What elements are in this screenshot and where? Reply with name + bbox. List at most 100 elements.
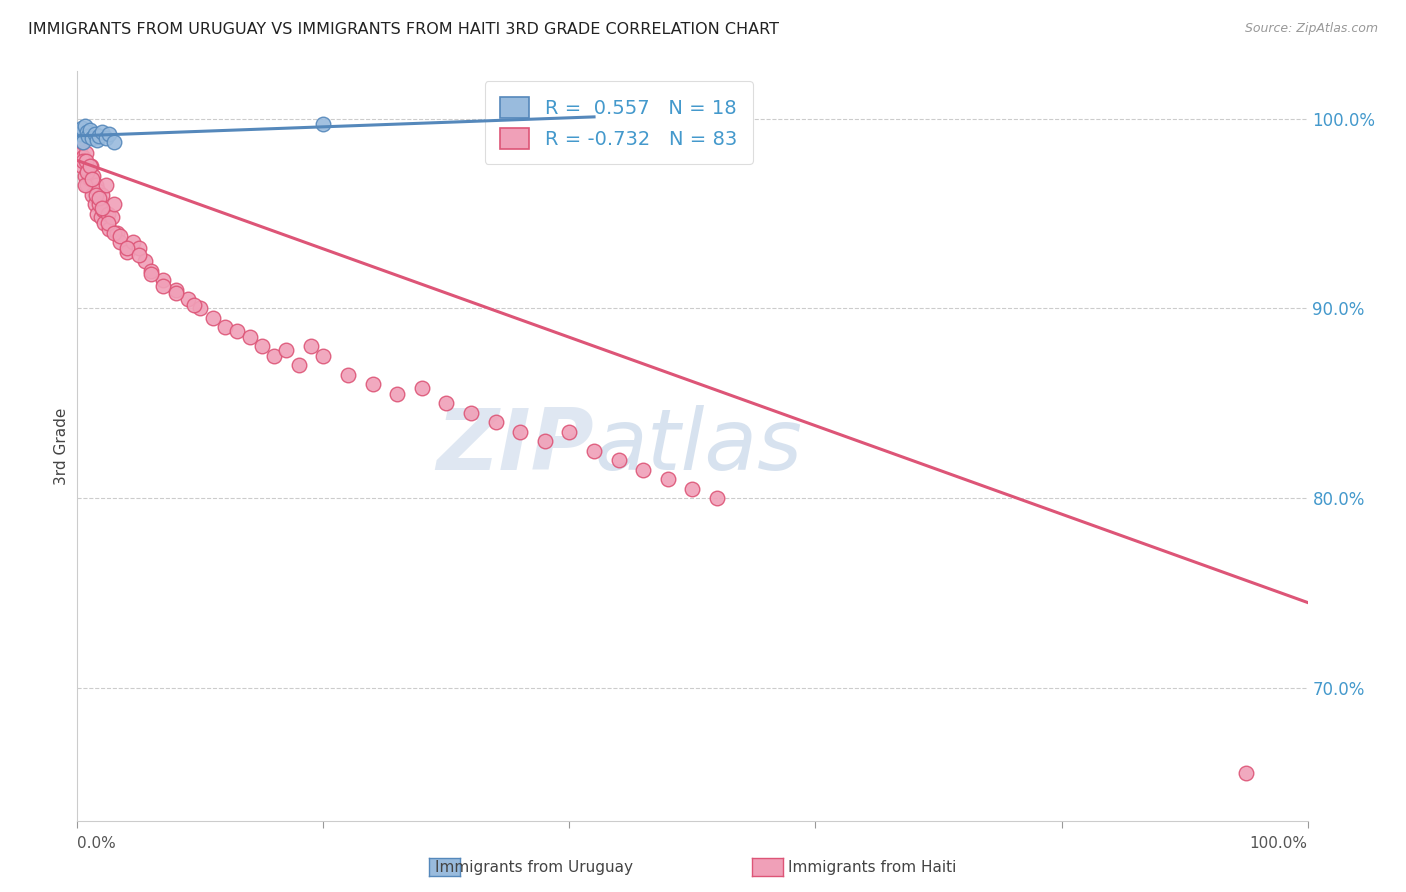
Point	[70, 121, 93, 136]
Point	[115, 241, 138, 255]
Point	[152, 273, 174, 287]
Point	[226, 324, 249, 338]
Point	[90, 187, 114, 202]
Point	[86, 206, 108, 220]
Point	[558, 425, 581, 439]
Point	[682, 482, 704, 496]
Point	[657, 472, 679, 486]
Point	[69, 140, 91, 154]
Text: ZIP: ZIP	[436, 404, 595, 488]
Point	[103, 197, 125, 211]
Point	[76, 178, 98, 193]
Point	[103, 226, 125, 240]
Point	[70, 130, 93, 145]
Point	[263, 349, 285, 363]
Point	[183, 298, 205, 312]
Point	[134, 254, 156, 268]
Point	[583, 443, 606, 458]
Point	[82, 130, 104, 145]
Text: atlas: atlas	[595, 404, 801, 488]
Point	[98, 127, 121, 141]
Legend: R =  0.557   N = 18, R = -0.732   N = 83: R = 0.557 N = 18, R = -0.732 N = 83	[485, 81, 752, 164]
Point	[177, 292, 200, 306]
Point	[385, 387, 409, 401]
Point	[82, 169, 104, 183]
Point	[91, 202, 114, 217]
Point	[509, 425, 531, 439]
Point	[485, 415, 508, 429]
Point	[152, 278, 174, 293]
Point	[93, 216, 115, 230]
Point	[89, 191, 111, 205]
Point	[98, 222, 121, 236]
Point	[86, 133, 108, 147]
Point	[89, 128, 111, 143]
Point	[141, 263, 163, 277]
Point	[79, 123, 101, 137]
Point	[75, 145, 97, 160]
Point	[79, 172, 101, 186]
Point	[84, 187, 107, 202]
Point	[101, 211, 124, 225]
Point	[128, 248, 150, 262]
Point	[90, 125, 114, 139]
Point	[77, 163, 100, 178]
Point	[69, 127, 91, 141]
Point	[141, 268, 163, 282]
Point	[79, 159, 101, 173]
Text: Source: ZipAtlas.com: Source: ZipAtlas.com	[1244, 22, 1378, 36]
Point	[312, 349, 335, 363]
Point	[115, 244, 138, 259]
Point	[110, 235, 132, 249]
Point	[128, 241, 150, 255]
Point	[76, 165, 98, 179]
Point	[80, 159, 103, 173]
Point	[288, 359, 311, 373]
Point	[121, 235, 143, 249]
Text: Immigrants from Uruguay: Immigrants from Uruguay	[436, 860, 633, 874]
Point	[89, 197, 111, 211]
Point	[97, 216, 120, 230]
Point	[312, 118, 335, 132]
Point	[110, 229, 132, 244]
Point	[97, 206, 120, 220]
Point	[87, 184, 110, 198]
Point	[94, 130, 117, 145]
Point	[239, 330, 262, 344]
Point	[607, 453, 630, 467]
Point	[72, 153, 94, 168]
Point	[75, 153, 97, 168]
Point	[250, 339, 273, 353]
Point	[201, 310, 224, 325]
Point	[94, 178, 117, 193]
Point	[90, 211, 112, 225]
Y-axis label: 3rd Grade: 3rd Grade	[53, 408, 69, 484]
Point	[276, 343, 298, 358]
Point	[70, 135, 93, 149]
Point	[299, 339, 322, 353]
Point	[83, 127, 105, 141]
Text: 100.0%: 100.0%	[1250, 836, 1308, 851]
Point	[73, 169, 96, 183]
Point	[83, 197, 105, 211]
Point	[70, 159, 93, 173]
Point	[1234, 766, 1257, 780]
Point	[82, 187, 104, 202]
Point	[165, 283, 187, 297]
Point	[77, 128, 100, 143]
Point	[105, 226, 128, 240]
Point	[73, 120, 96, 134]
Point	[534, 434, 557, 449]
Point	[76, 125, 98, 139]
Point	[337, 368, 360, 382]
Point	[633, 463, 655, 477]
Point	[361, 377, 384, 392]
Point	[73, 178, 96, 193]
Point	[165, 286, 187, 301]
Text: Immigrants from Haiti: Immigrants from Haiti	[787, 860, 956, 874]
Point	[706, 491, 728, 505]
Point	[72, 150, 94, 164]
Text: 0.0%: 0.0%	[77, 836, 117, 851]
Point	[214, 320, 236, 334]
Point	[411, 381, 433, 395]
